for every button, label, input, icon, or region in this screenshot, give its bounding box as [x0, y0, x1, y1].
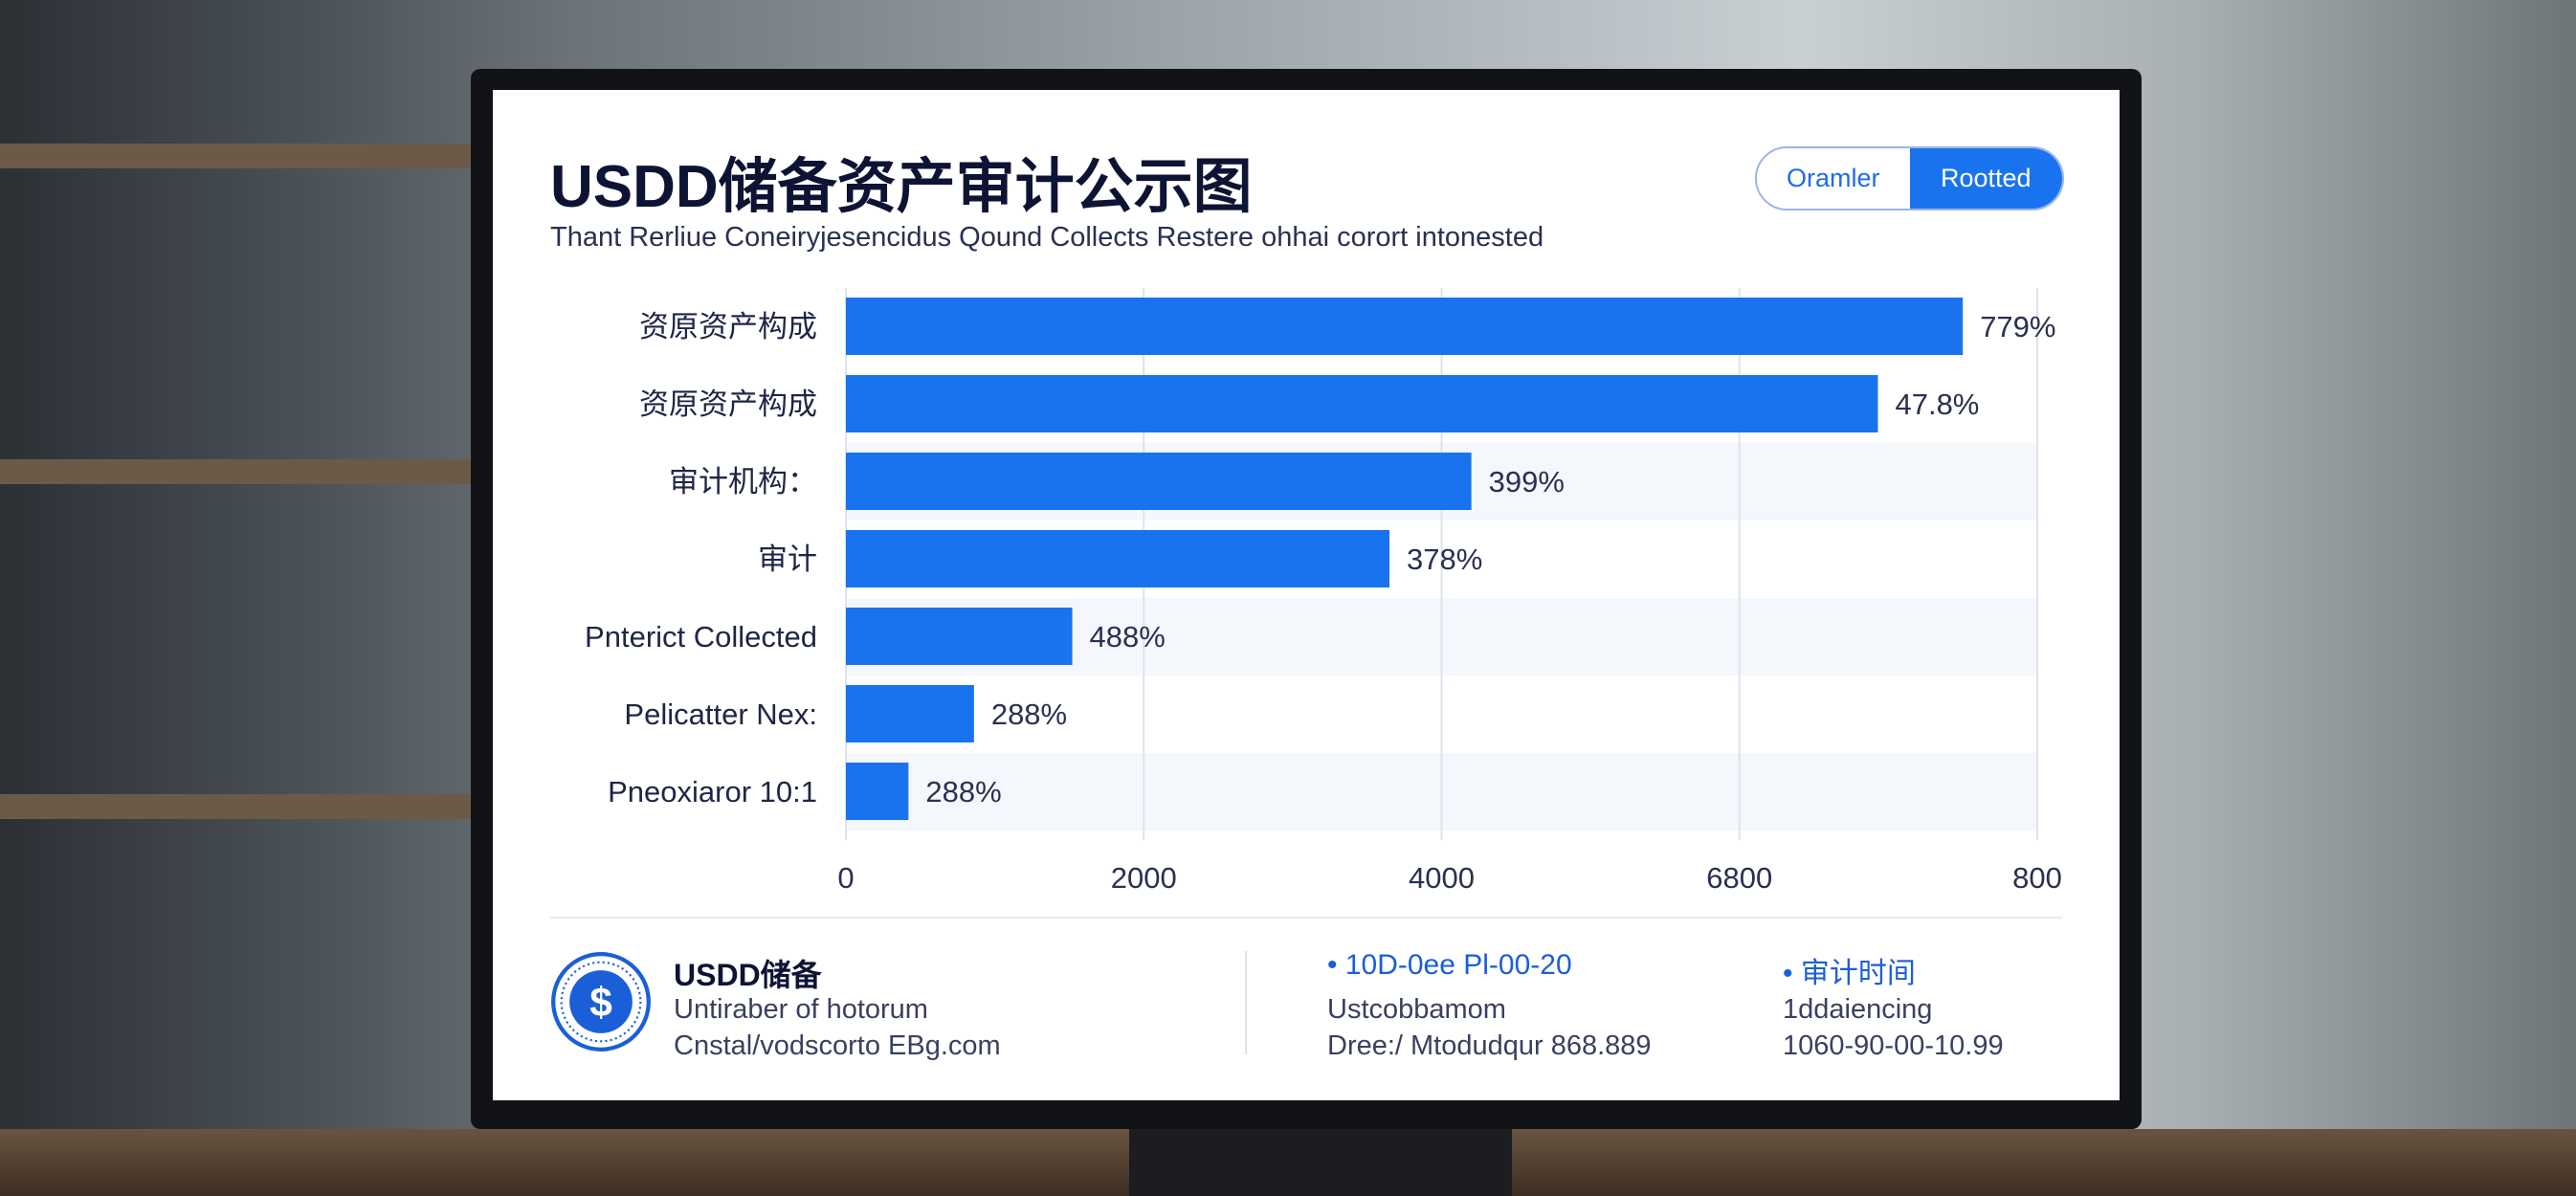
usdd-logo-icon: $	[551, 952, 651, 1052]
page-title: USDD储备资产审计公示图	[550, 154, 1253, 220]
toggle-option-oramler[interactable]: Oramler	[1757, 148, 1910, 209]
category-label: Pnterict Collected	[585, 620, 817, 653]
bar	[846, 530, 1390, 587]
category-label: Pelicatter Nex:	[624, 698, 817, 731]
brand-title: USDD储备	[674, 958, 822, 992]
data-label: 47.8%	[1895, 388, 1979, 421]
x-tick-label: 6800	[1706, 861, 1772, 895]
monitor-screen: USDD储备资产审计公示图 Thant Rerliue Coneiryjesen…	[493, 90, 2120, 1100]
brand-line2: Cnstal/vodscorto EBg.com	[674, 1030, 1001, 1061]
brand-line1: Untiraber of hotorum	[674, 994, 928, 1025]
footer-divider	[1245, 951, 1247, 1054]
shelf	[0, 459, 478, 484]
category-label: 资原资产构成	[639, 388, 817, 421]
shelf	[0, 794, 478, 819]
view-toggle[interactable]: Oramler Rootted	[1755, 146, 2064, 210]
category-label: Pneoxiaror 10:1	[608, 775, 817, 808]
bar	[846, 453, 1472, 510]
footer-col2-line1: Ustcobbamom	[1327, 994, 1506, 1025]
bar	[846, 685, 974, 742]
data-label: 288%	[991, 698, 1067, 731]
monitor-stand	[1129, 1124, 1512, 1196]
data-label: 288%	[925, 775, 1001, 808]
footer-col3-title: • 审计时间	[1783, 958, 1916, 989]
data-label: 399%	[1489, 465, 1565, 498]
data-label: 779%	[1980, 310, 2055, 343]
bar-chart: 资原资产构成 779% 资原资产构成 47.8% 审计机构： 399% 审计 378% Pnte…	[585, 288, 2062, 895]
divider	[550, 917, 2062, 919]
x-tick-label: 4000	[1409, 861, 1475, 895]
footer-col3-line2: 1060-90-00-10.99	[1783, 1030, 2004, 1061]
svg-text:$: $	[589, 980, 612, 1025]
col2-title-text: 10D-0ee Pl-00-20	[1344, 949, 1572, 981]
bar	[846, 375, 1878, 432]
footer-col3-line1: 1ddaiencing	[1783, 994, 1933, 1025]
bar	[846, 298, 1964, 355]
bar	[846, 608, 1073, 665]
col3-title-text: 审计时间	[1800, 958, 1916, 989]
x-tick-label: 2000	[1111, 861, 1177, 895]
category-label: 审计机构：	[669, 465, 817, 498]
category-label: 审计	[758, 543, 817, 576]
bar	[846, 763, 909, 820]
data-label: 378%	[1407, 543, 1482, 576]
data-label: 488%	[1090, 620, 1166, 653]
shelf	[0, 144, 478, 168]
toggle-option-rootted[interactable]: Rootted	[1909, 148, 2062, 209]
page-subtitle: Thant Rerliue Coneiryjesencidus Qound Co…	[550, 222, 1544, 253]
x-tick-label: 800	[2012, 861, 2062, 895]
footer-col2-line2: Dree:/ Mtodudqur 868.889	[1327, 1030, 1652, 1061]
x-tick-label: 0	[837, 861, 854, 895]
footer-col2-title: • 10D-0ee Pl-00-20	[1327, 949, 1572, 981]
category-label: 资原资产构成	[639, 310, 817, 343]
